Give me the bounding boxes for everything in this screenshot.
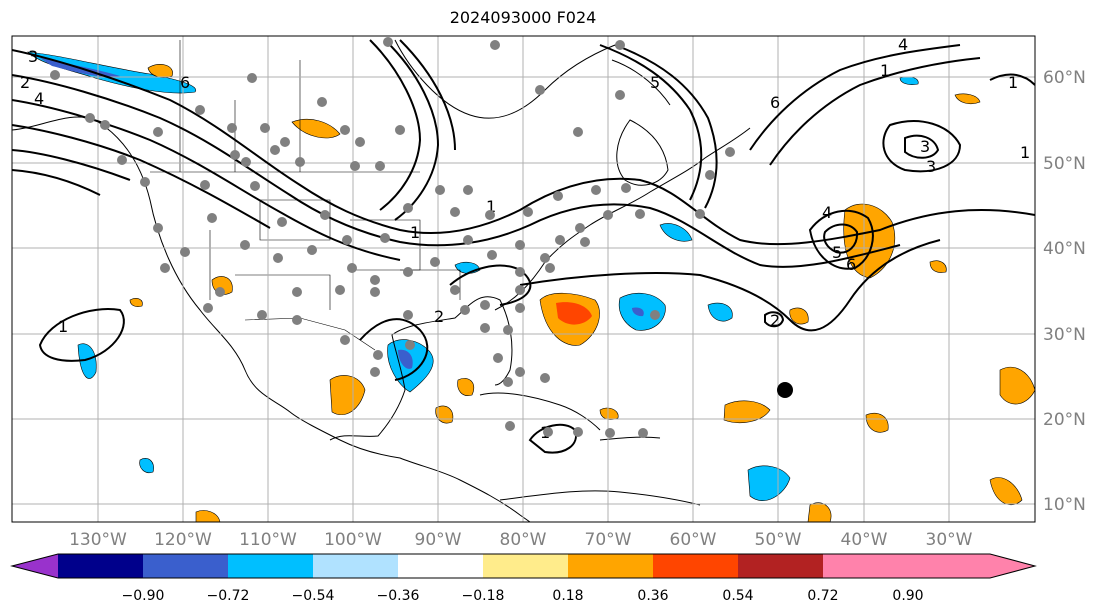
lon-label: 80°W [500,530,547,550]
map-frame [11,35,1036,523]
contour-label: 2 [20,73,30,92]
graticule [12,36,1035,522]
contour-label: 2 [434,307,444,326]
map-title: 2024093000 F024 [449,8,597,27]
contour-labels: 3 2 4 6 1 1 2 5 6 3 4 1 1 3 4 5 6 2 1 1 … [20,35,1030,442]
colorbar: −0.90 −0.72 −0.54 −0.36 −0.18 0.18 0.36 … [10,553,1037,604]
lon-label: 50°W [755,530,802,550]
lon-label: 120°W [154,530,212,550]
colorbar-tick-label: −0.90 [122,588,165,604]
contour-label: 4 [34,89,44,108]
contour-label: 6 [846,255,856,274]
lat-label: 60°N [1043,68,1086,88]
colorbar-tick-label: −0.54 [292,588,335,604]
contour-label: 6 [770,93,780,112]
colorbar-segment [58,554,143,578]
colorbar-segment [483,554,568,578]
latitude-labels: 60°N 50°N 40°N 30°N 20°N 10°N [1043,68,1086,515]
contour-label: 3 [926,157,936,176]
lon-label: 90°W [415,530,462,550]
lat-label: 30°N [1043,325,1086,345]
lat-label: 50°N [1043,154,1086,174]
lat-label: 10°N [1043,495,1086,515]
colorbar-tick-label: 0.36 [637,588,668,604]
lat-label: 20°N [1043,410,1086,430]
colorbar-segment [738,554,823,578]
lon-label: 70°W [585,530,632,550]
shaded-field [27,51,1035,522]
station-markers [50,37,735,438]
contour-label: 3 [920,137,930,156]
colorbar-segment [653,554,738,578]
lon-label: 130°W [69,530,127,550]
lon-label: 110°W [239,530,297,550]
colorbar-left-extend [12,554,58,578]
colorbar-segment [398,554,483,578]
colorbar-tick-label: 0.72 [807,588,838,604]
colorbar-segment [823,554,908,578]
longitude-labels: 130°W 120°W 110°W 100°W 90°W 80°W 70°W 6… [69,530,973,550]
lon-label: 100°W [324,530,382,550]
contour-label: 1 [486,197,496,216]
colorbar-segment [143,554,228,578]
contour-label: 1 [1020,143,1030,162]
colorbar-right-extend [908,554,1035,578]
lon-label: 40°W [841,530,888,550]
colorbar-segment [568,554,653,578]
storm-center-marker [777,382,793,398]
contour-label: 6 [180,73,190,92]
contour-label: 1 [880,61,890,80]
colorbar-tick-label: −0.18 [462,588,505,604]
contour-label: 3 [28,47,38,66]
coastlines [12,39,751,522]
colorbar-tick-label: −0.72 [207,588,250,604]
contour-label: 1 [1008,73,1018,92]
contour-label: 1 [410,223,420,242]
contour-label: 5 [650,73,660,92]
colorbar-tick-label: 0.18 [552,588,583,604]
colorbar-tick-label: −0.36 [377,588,420,604]
contour-label: 4 [898,35,908,54]
colorbar-tick-label: 0.54 [722,588,753,604]
colorbar-segment [313,554,398,578]
contour-label: 4 [822,203,832,222]
colorbar-segment [228,554,313,578]
lat-label: 40°N [1043,239,1086,259]
contour-label: 2 [770,311,780,330]
contour-label: 5 [832,243,842,262]
contour-label: 1 [58,317,68,336]
lon-label: 60°W [670,530,717,550]
colorbar-tick-label: 0.90 [892,588,923,604]
lon-label: 30°W [926,530,973,550]
